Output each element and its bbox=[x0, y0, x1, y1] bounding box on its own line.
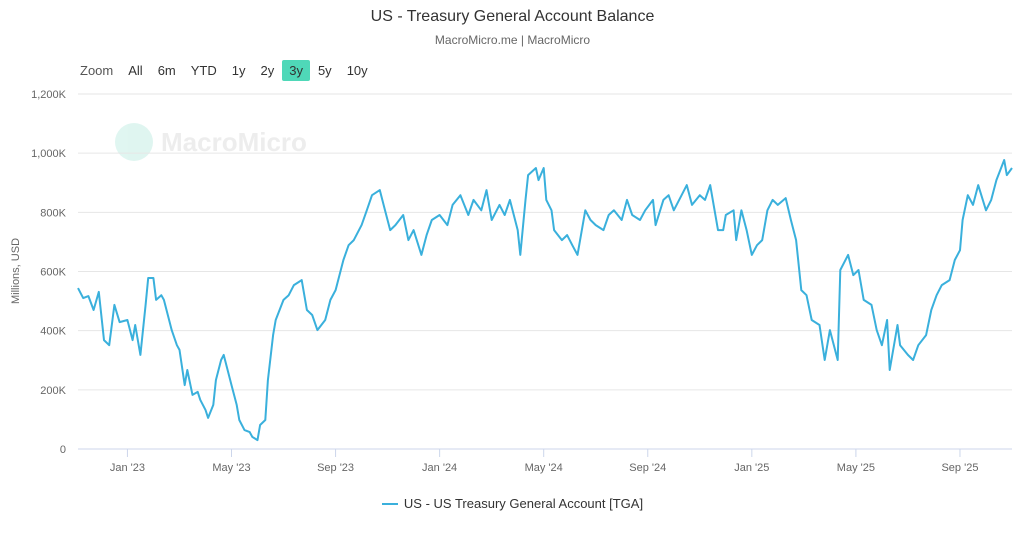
x-tick-label: Sep '25 bbox=[941, 462, 978, 474]
y-tick-label: 400K bbox=[40, 326, 66, 338]
macromicro-watermark: MacroMicro bbox=[115, 123, 307, 161]
x-tick-label: May '24 bbox=[525, 462, 563, 474]
zoom-10y-button[interactable]: 10y bbox=[346, 63, 368, 78]
zoom-all-button[interactable]: All bbox=[128, 63, 143, 78]
x-tick-label: Sep '23 bbox=[317, 462, 354, 474]
zoom-ytd-button[interactable]: YTD bbox=[190, 63, 217, 78]
y-tick-label: 1,000K bbox=[31, 148, 67, 160]
x-tick-label: Jan '25 bbox=[734, 462, 769, 474]
y-tick-label: 200K bbox=[40, 385, 66, 397]
chart-subtitle: MacroMicro.me | MacroMicro bbox=[434, 33, 591, 47]
y-tick-label: 800K bbox=[40, 207, 66, 219]
x-tick-label: Jan '23 bbox=[110, 462, 145, 474]
zoom-6m-button[interactable]: 6m bbox=[157, 63, 176, 78]
chart-title: US - Treasury General Account Balance bbox=[370, 8, 655, 25]
legend-item-tga[interactable]: US - US Treasury General Account [TGA] bbox=[403, 496, 644, 511]
zoom-3y-button[interactable]: 3y bbox=[282, 60, 310, 81]
legend: US - US Treasury General Account [TGA] bbox=[0, 496, 1025, 511]
legend-swatch bbox=[381, 502, 398, 505]
watermark-text: MacroMicro bbox=[161, 126, 307, 157]
y-tick-label: 0 bbox=[60, 444, 66, 456]
x-tick-label: May '25 bbox=[837, 462, 875, 474]
y-axis-label: Millions, USD bbox=[10, 238, 22, 304]
zoom-2y-button[interactable]: 2y bbox=[260, 63, 275, 78]
x-tick-label: May '23 bbox=[212, 462, 250, 474]
y-tick-label: 1,200K bbox=[31, 89, 67, 101]
zoom-5y-button[interactable]: 5y bbox=[317, 63, 332, 78]
zoom-label: Zoom bbox=[80, 63, 114, 78]
x-tick-label: Jan '24 bbox=[422, 462, 457, 474]
macromicro-logo-icon bbox=[115, 123, 153, 161]
zoom-range-selector: Zoom All 6m YTD 1y 2y 3y 5y 10y bbox=[80, 60, 376, 81]
x-tick-label: Sep '24 bbox=[629, 462, 666, 474]
zoom-1y-button[interactable]: 1y bbox=[231, 63, 246, 78]
series-line-tga bbox=[77, 159, 1013, 442]
y-tick-label: 600K bbox=[40, 267, 66, 279]
